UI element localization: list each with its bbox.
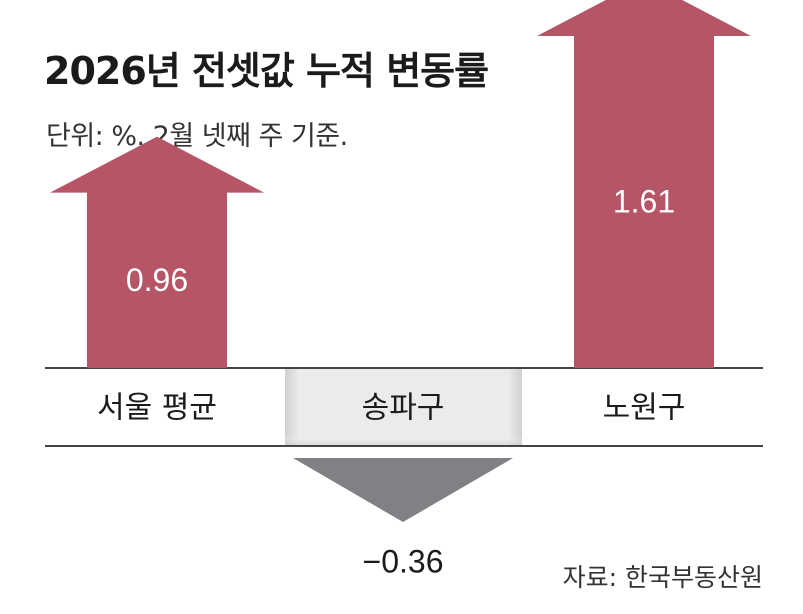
category-label-1: 서울 평균 (97, 391, 217, 426)
label-layer: 0.96 서울 평균 −0.36 송파구 1.61 노원구 (97, 183, 685, 579)
source-note: 자료: 한국부동산원 (562, 563, 763, 592)
category-label-3: 노원구 (603, 391, 686, 426)
bar-arrow-3 (537, 0, 751, 368)
bar-layer (50, 0, 751, 522)
bar-arrow-2 (293, 458, 513, 522)
category-label-2: 송파구 (362, 391, 445, 426)
category-cell-shade-bottom (285, 368, 522, 446)
data-label-2: −0.36 (363, 543, 444, 579)
chart-title: 2026년 전셋값 누적 변동률 (44, 49, 489, 93)
data-label-3: 1.61 (613, 183, 675, 219)
chart-subtitle: 단위: %. 2월 넷째 주 기준. (46, 121, 348, 152)
bar-arrow-1 (50, 136, 264, 368)
category-band-layer (45, 367, 763, 447)
data-label-1: 0.96 (126, 262, 188, 298)
